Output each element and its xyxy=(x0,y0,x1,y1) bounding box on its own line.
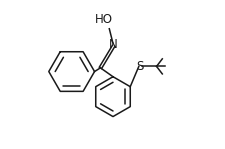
Text: HO: HO xyxy=(94,13,112,26)
Text: S: S xyxy=(136,60,143,73)
Text: N: N xyxy=(109,38,118,51)
